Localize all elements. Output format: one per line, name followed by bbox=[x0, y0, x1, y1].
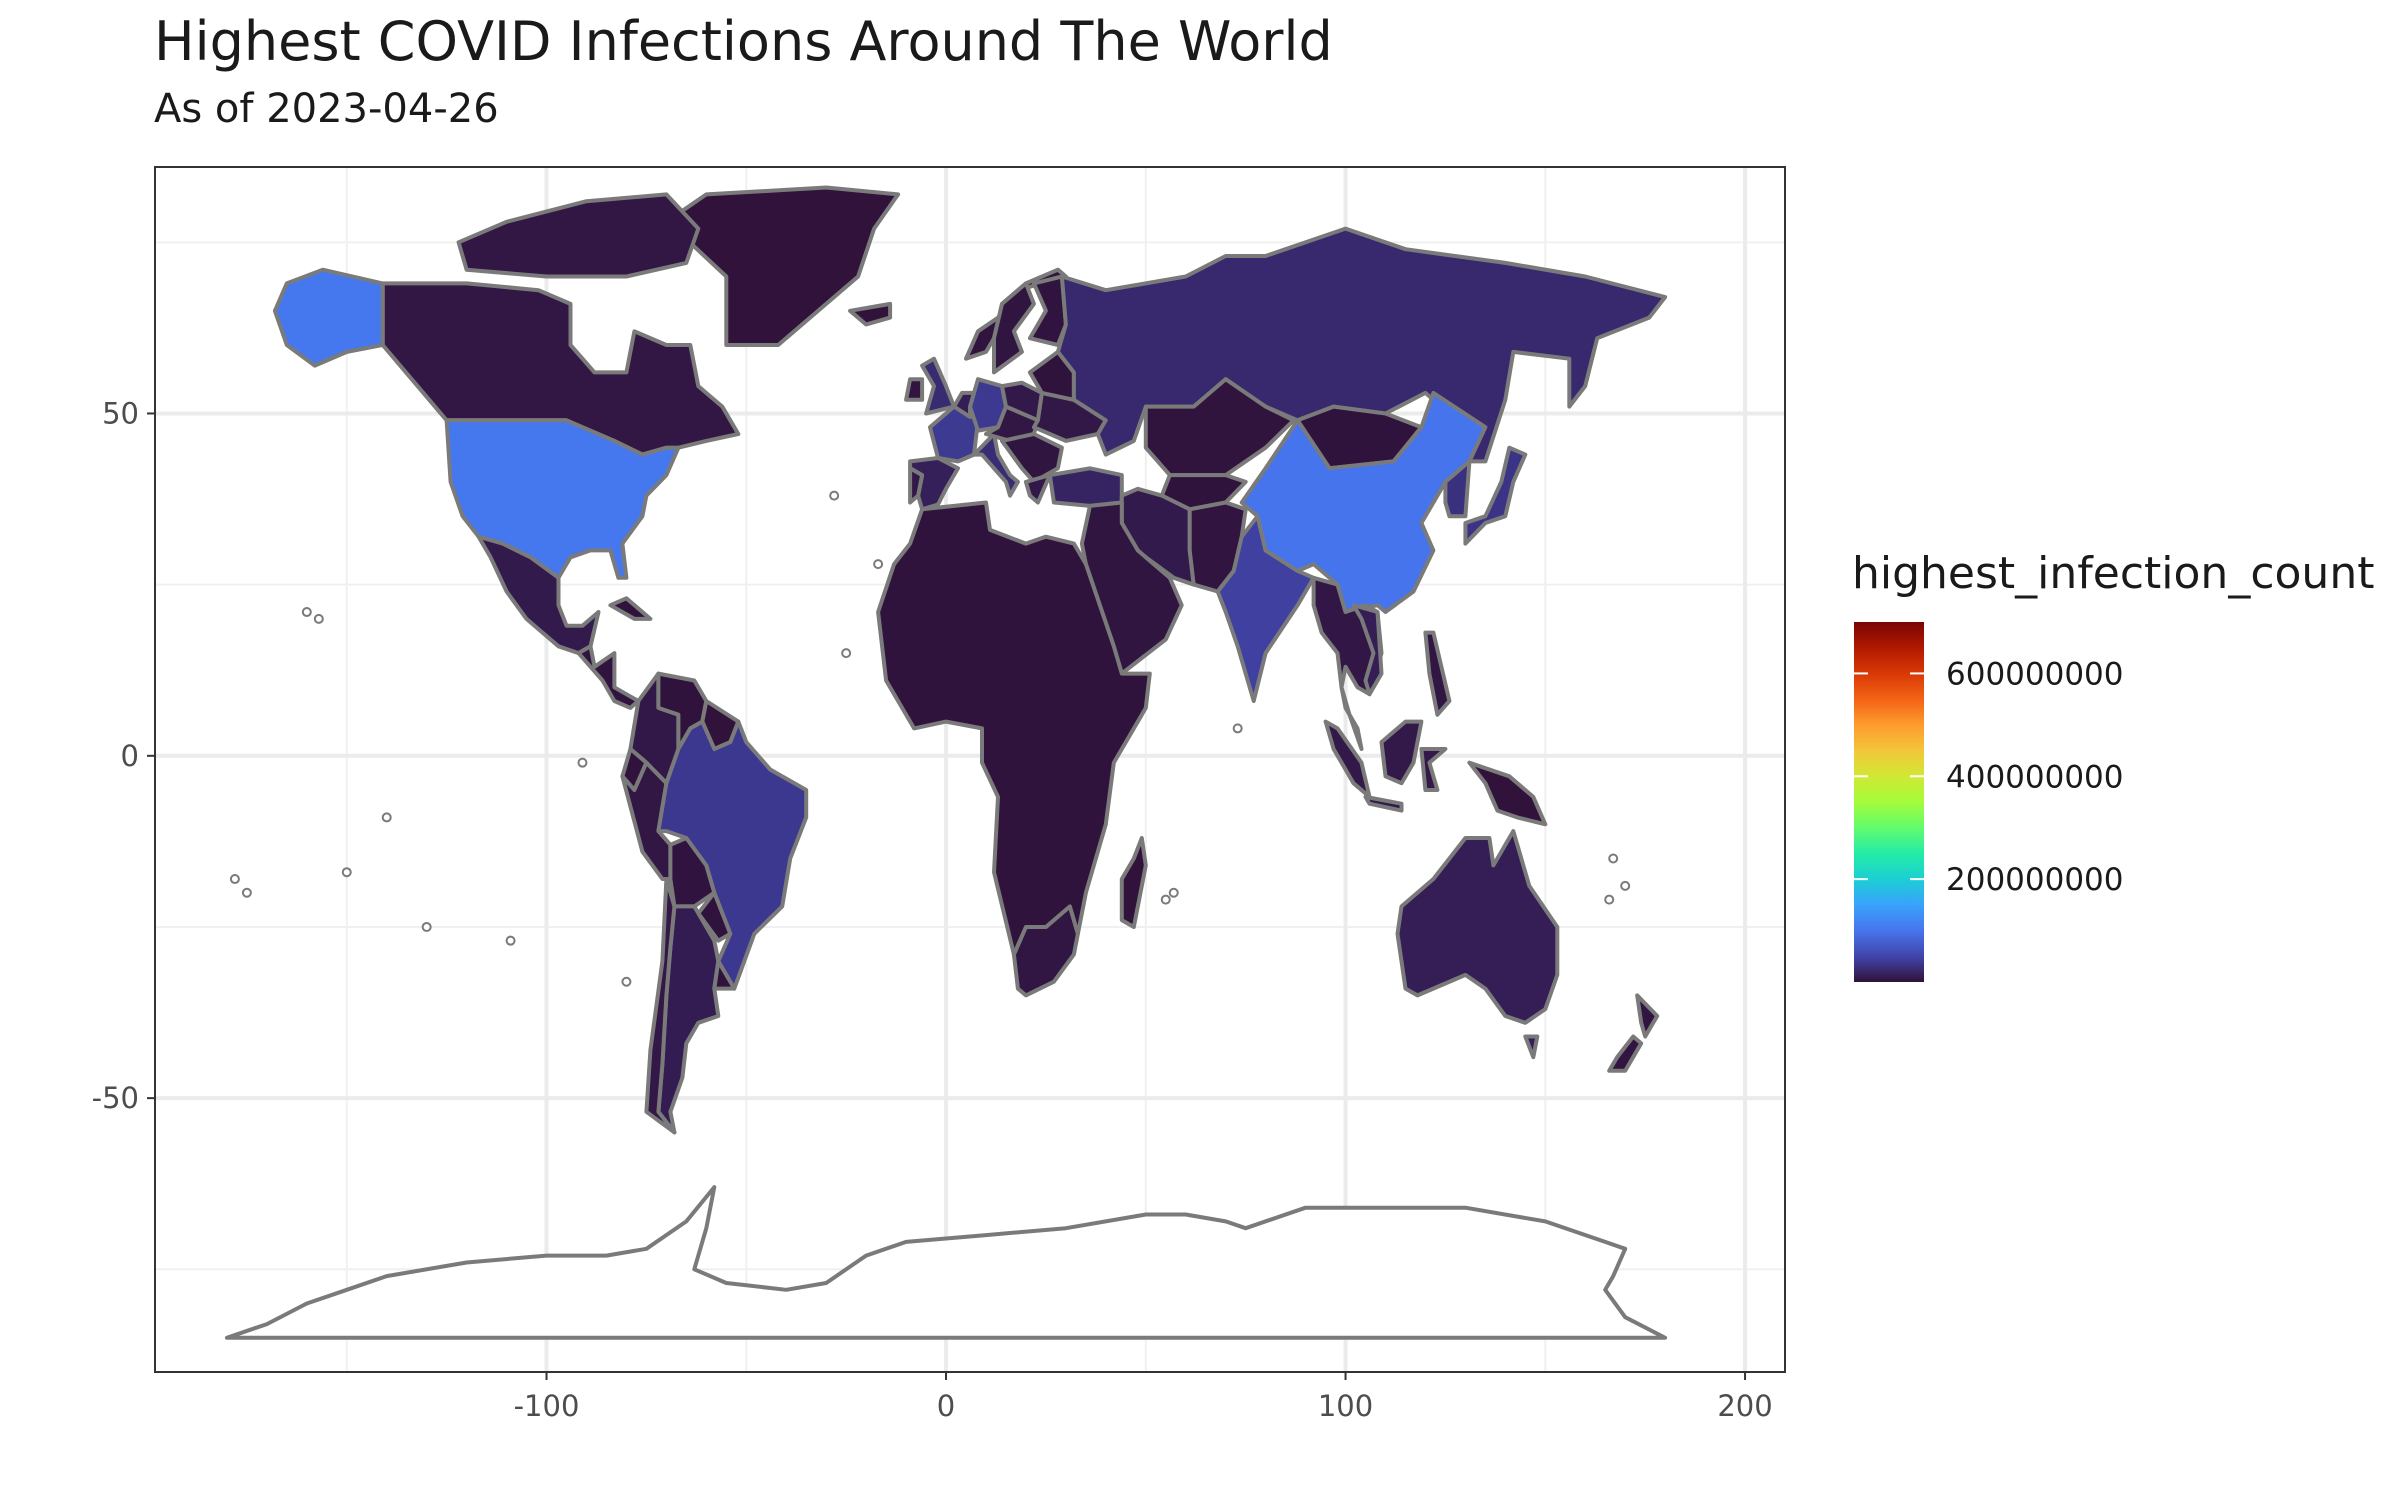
region-new-zealand-north bbox=[1635, 993, 1660, 1039]
y-tick-label: 50 bbox=[102, 396, 139, 430]
region-balkans bbox=[1000, 432, 1064, 484]
island-marker bbox=[505, 935, 516, 946]
island-marker bbox=[301, 607, 312, 618]
legend-break-label: 400000000 bbox=[1946, 759, 2124, 795]
x-tick-label: -100 bbox=[514, 1389, 580, 1423]
island-marker bbox=[241, 887, 252, 898]
region-new-guinea bbox=[1467, 760, 1548, 827]
island-marker bbox=[421, 921, 432, 932]
island-marker bbox=[341, 867, 352, 878]
island-marker bbox=[1620, 880, 1631, 891]
island-marker bbox=[1608, 853, 1619, 864]
region-philippines bbox=[1423, 630, 1452, 717]
island-marker bbox=[873, 559, 884, 570]
legend-colorbar bbox=[1854, 622, 1924, 982]
region-portugal bbox=[908, 466, 925, 505]
region-bolivia bbox=[668, 836, 717, 909]
legend: 200000000 400000000 600000000 bbox=[1854, 622, 2124, 982]
region-madagascar bbox=[1119, 836, 1148, 929]
region-benelux bbox=[952, 390, 976, 419]
island-marker bbox=[381, 812, 392, 823]
map-layer bbox=[224, 185, 1668, 1340]
region-java bbox=[1363, 794, 1404, 813]
island-marker bbox=[1168, 887, 1179, 898]
y-tick-label: -50 bbox=[92, 1081, 139, 1115]
region-central-america bbox=[576, 644, 641, 710]
region-kazakhstan bbox=[1143, 377, 1296, 478]
region-italy bbox=[972, 432, 1020, 498]
region-tasmania bbox=[1523, 1034, 1540, 1060]
region-china bbox=[1239, 390, 1488, 614]
island-marker bbox=[1232, 723, 1243, 734]
island-marker bbox=[1604, 894, 1615, 905]
region-japan bbox=[1463, 445, 1528, 546]
region-russia bbox=[1055, 226, 1668, 464]
region-greece bbox=[1023, 473, 1052, 505]
region-antarctica bbox=[224, 1185, 1668, 1340]
chart-subtitle: As of 2023-04-26 bbox=[154, 86, 499, 132]
region-malay-peninsula bbox=[1339, 685, 1364, 751]
legend-break-label: 200000000 bbox=[1946, 862, 2124, 898]
legend-break-label: 600000000 bbox=[1946, 656, 2124, 692]
x-tick-label: 200 bbox=[1717, 1389, 1772, 1423]
region-vietnam bbox=[1351, 603, 1384, 697]
region-paraguay bbox=[696, 890, 733, 943]
island-marker bbox=[829, 490, 840, 501]
region-cuba bbox=[608, 596, 653, 621]
island-marker bbox=[621, 976, 632, 987]
region-sulawesi bbox=[1419, 747, 1448, 792]
x-tick-label: 0 bbox=[937, 1389, 955, 1423]
region-borneo bbox=[1379, 719, 1424, 786]
legend-title: highest_infection_count bbox=[1852, 548, 2375, 599]
region-iceland bbox=[848, 301, 893, 327]
region-uruguay bbox=[712, 959, 737, 991]
region-mexico bbox=[476, 534, 601, 656]
island-marker bbox=[577, 757, 588, 768]
x-axis: -100 0 100 200 bbox=[514, 1372, 1773, 1423]
region-turkey bbox=[1047, 466, 1124, 508]
y-tick-label: 0 bbox=[121, 739, 139, 773]
region-africa bbox=[876, 500, 1152, 957]
island-marker bbox=[841, 648, 852, 659]
region-ireland bbox=[904, 377, 925, 402]
region-chile bbox=[644, 877, 677, 1135]
region-sweden bbox=[992, 281, 1036, 375]
island-marker bbox=[229, 874, 240, 885]
region-greenland bbox=[664, 185, 901, 347]
plot-panel-border bbox=[154, 166, 1786, 1373]
region-alaska bbox=[272, 267, 385, 368]
region-australia bbox=[1395, 829, 1560, 1025]
y-axis: 50 0 -50 bbox=[92, 396, 155, 1115]
chart-title: Highest COVID Infections Around The Worl… bbox=[154, 10, 1333, 73]
region-peru bbox=[620, 760, 673, 881]
island-marker bbox=[1160, 894, 1171, 905]
x-tick-label: 100 bbox=[1318, 1389, 1373, 1423]
region-norway bbox=[964, 267, 1068, 361]
island-marker bbox=[313, 613, 324, 624]
region-canadian-arctic-islands bbox=[456, 192, 701, 279]
region-new-zealand-south bbox=[1607, 1034, 1644, 1073]
region-korea bbox=[1443, 459, 1472, 519]
